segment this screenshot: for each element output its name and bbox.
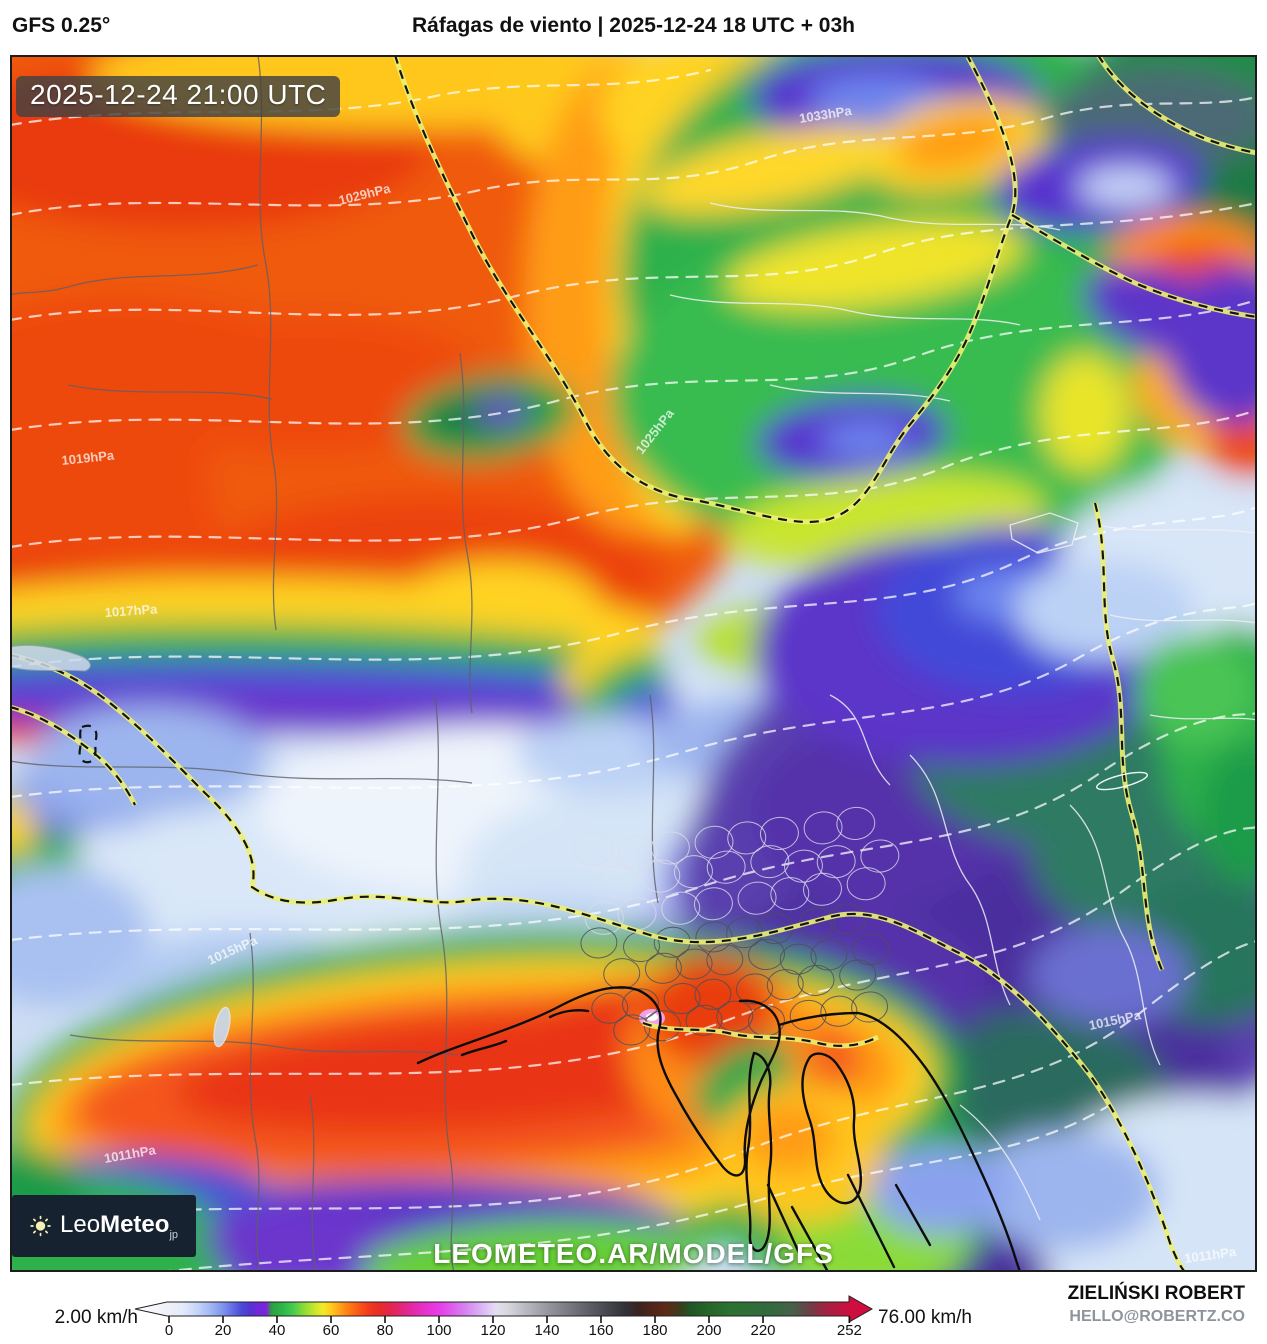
svg-text:220: 220: [750, 1322, 775, 1339]
credits: ZIELIŃSKI ROBERT HELLO@ROBERTZ.CO: [1068, 1281, 1245, 1328]
sun-icon: [30, 1215, 51, 1237]
timestamp-overlay: 2025-12-24 21:00 UTC: [16, 76, 341, 117]
wind-gust-map: 1029hPa 1033hPa 1019hPa 1025hPa 1017hPa 1015h…: [10, 55, 1257, 1272]
scale-min-label: 2.00 km/h: [55, 1307, 138, 1328]
logo-text: LeoMeteojp: [60, 1211, 178, 1241]
svg-text:1019hPa: 1019hPa: [61, 447, 116, 468]
svg-text:140: 140: [534, 1322, 559, 1339]
author-contact: HELLO@ROBERTZ.CO: [1069, 1308, 1245, 1325]
map-frame: [10, 55, 1257, 1272]
svg-text:0: 0: [165, 1322, 173, 1339]
scale-ticks: 0 20 40 60 80 100 120 140 160 180 200 220 252: [165, 1316, 862, 1339]
logo-leo: Leo: [60, 1211, 101, 1239]
svg-text:200: 200: [696, 1322, 721, 1339]
svg-text:252: 252: [837, 1322, 862, 1339]
svg-text:120: 120: [480, 1322, 505, 1339]
header: GFS 0.25° Ráfagas de viento | 2025-12-24…: [0, 0, 1267, 55]
page-title: Ráfagas de viento | 2025-12-24 18 UTC + …: [412, 14, 855, 37]
logo-suffix: jp: [169, 1228, 178, 1241]
svg-text:1017hPa: 1017hPa: [104, 601, 158, 620]
map-canvas: 1029hPa1033hPa1019hPa1025hPa1017hPa1015h…: [10, 55, 1257, 1272]
model-label: GFS 0.25°: [12, 14, 111, 37]
lake-balaton: [1096, 771, 1148, 791]
scale-max-label: 76.00 km/h: [878, 1307, 972, 1328]
country-borders: [10, 55, 1257, 1272]
color-scale-bar: [134, 1295, 874, 1323]
district-borders: [10, 55, 659, 1272]
svg-text:160: 160: [588, 1322, 613, 1339]
wind-max-core: [646, 1013, 658, 1021]
svg-text:1011hPa: 1011hPa: [1183, 1244, 1237, 1266]
svg-text:60: 60: [323, 1322, 340, 1339]
color-scale: 2.00 km/h 0 20 40 60 80 100 120 140 160 180 200 220…: [55, 1295, 972, 1339]
lake-constance: [10, 644, 91, 672]
svg-text:80: 80: [377, 1322, 394, 1339]
leometeo-logo: LeoMeteojp: [12, 1195, 196, 1257]
svg-text:20: 20: [215, 1322, 232, 1339]
svg-text:100: 100: [426, 1322, 451, 1339]
wind-field: [10, 55, 1257, 1272]
municipal-mesh: [573, 806, 900, 1046]
svg-text:180: 180: [642, 1322, 667, 1339]
svg-text:40: 40: [269, 1322, 286, 1339]
lake-garda: [213, 1006, 231, 1048]
coastlines: [416, 986, 1022, 1272]
author-name: ZIELIŃSKI ROBERT: [1067, 1283, 1245, 1304]
watermark: LEOMETEO.AR/MODEL/GFS: [433, 1238, 834, 1269]
logo-meteo: Meteo: [100, 1211, 170, 1239]
legend-strip: 2.00 km/h 0 20 40 60 80 100 120 140 160 180 200 220…: [0, 1272, 1267, 1339]
